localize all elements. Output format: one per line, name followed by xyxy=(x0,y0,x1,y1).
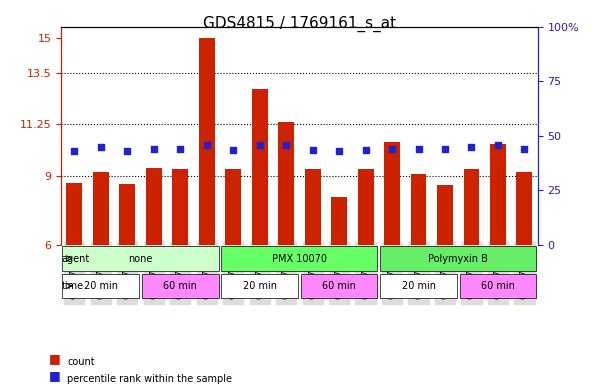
Text: 60 min: 60 min xyxy=(163,281,197,291)
Point xyxy=(334,148,344,154)
Bar xyxy=(62,247,219,271)
Text: 20 min: 20 min xyxy=(243,281,277,291)
Bar xyxy=(464,169,480,245)
Point xyxy=(467,144,477,151)
Point xyxy=(255,142,265,148)
Text: ■: ■ xyxy=(49,369,60,382)
Bar xyxy=(411,174,426,245)
Bar xyxy=(516,172,532,245)
Bar xyxy=(172,169,188,245)
Text: ■: ■ xyxy=(49,352,60,365)
Text: GDS4815 / 1769161_s_at: GDS4815 / 1769161_s_at xyxy=(203,15,396,31)
Bar xyxy=(357,169,373,245)
Bar xyxy=(221,247,378,271)
Text: PMX 10070: PMX 10070 xyxy=(272,253,327,264)
Point xyxy=(229,147,238,153)
Point xyxy=(414,146,423,152)
Bar xyxy=(225,169,241,245)
Bar xyxy=(490,144,506,245)
Point xyxy=(440,146,450,152)
Point xyxy=(122,148,132,154)
Bar xyxy=(305,169,321,245)
Point xyxy=(96,144,106,151)
Text: 20 min: 20 min xyxy=(84,281,118,291)
Text: agent: agent xyxy=(62,253,90,264)
Bar xyxy=(142,274,219,298)
Text: 60 min: 60 min xyxy=(481,281,515,291)
Bar xyxy=(62,274,139,298)
Bar xyxy=(221,274,298,298)
Bar xyxy=(93,172,109,245)
Bar xyxy=(119,184,135,245)
Bar xyxy=(146,168,162,245)
Point xyxy=(149,146,159,152)
Bar xyxy=(459,274,536,298)
Point xyxy=(202,142,211,148)
Point xyxy=(175,146,185,152)
Bar xyxy=(199,38,214,245)
Point xyxy=(308,147,318,153)
Bar xyxy=(331,197,347,245)
Bar xyxy=(380,247,536,271)
Bar xyxy=(380,274,457,298)
Point xyxy=(281,142,291,148)
Text: 60 min: 60 min xyxy=(322,281,356,291)
Text: 20 min: 20 min xyxy=(401,281,436,291)
Text: count: count xyxy=(67,357,95,367)
Text: percentile rank within the sample: percentile rank within the sample xyxy=(67,374,232,384)
Point xyxy=(70,148,79,154)
Bar xyxy=(252,89,268,245)
Bar xyxy=(384,142,400,245)
Point xyxy=(387,146,397,152)
Bar xyxy=(67,183,82,245)
Text: time: time xyxy=(62,281,84,291)
Point xyxy=(493,142,503,148)
Point xyxy=(360,147,370,153)
Point xyxy=(519,146,529,152)
Bar xyxy=(437,185,453,245)
Bar xyxy=(278,122,294,245)
Text: Polymyxin B: Polymyxin B xyxy=(428,253,488,264)
Bar xyxy=(301,274,378,298)
Text: none: none xyxy=(128,253,153,264)
